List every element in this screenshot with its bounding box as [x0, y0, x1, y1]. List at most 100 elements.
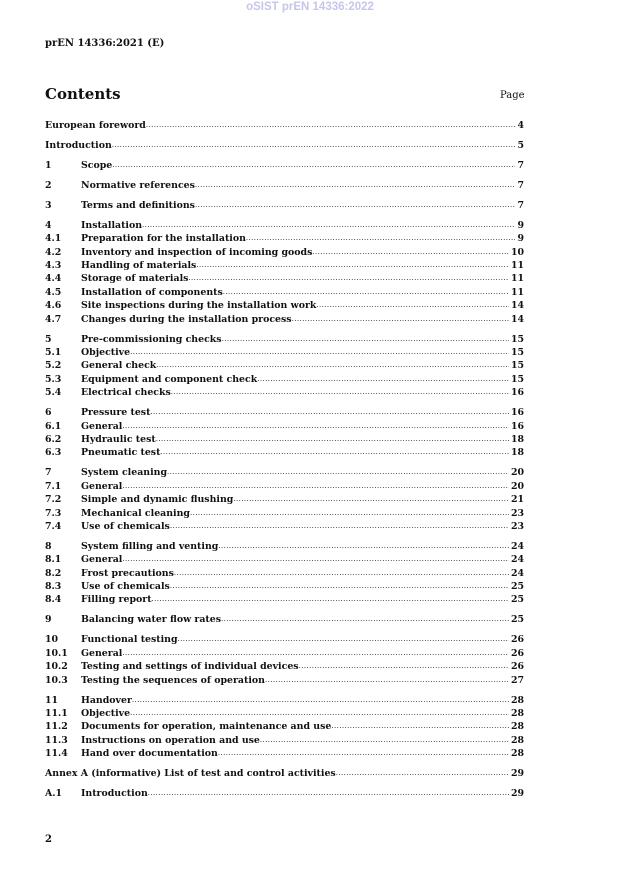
- toc-entry[interactable]: 8.1 General 24: [45, 553, 524, 566]
- toc-entry[interactable]: 4.2 Inventory and inspection of incoming …: [45, 246, 524, 259]
- toc-entry[interactable]: 11 Handover 28: [45, 694, 524, 707]
- toc-entry-title: Objective: [81, 347, 131, 359]
- toc-entry-title: Scope: [81, 159, 113, 171]
- toc-entry-title: Filling report: [81, 594, 152, 606]
- toc-entry-number: 11.1: [45, 707, 68, 719]
- toc-entry-page: 28: [510, 721, 524, 733]
- toc-entry-page: 24: [510, 567, 524, 579]
- toc-entry[interactable]: 7.2 Simple and dynamic flushing 21: [45, 493, 524, 506]
- toc-entry-page: 16: [510, 387, 524, 399]
- toc-entry[interactable]: 11.3 Instructions on operation and use 28: [45, 734, 524, 747]
- toc-entry[interactable]: 11.4 Hand over documentation 28: [45, 747, 524, 760]
- toc-entry-title: Instructions on operation and use: [81, 734, 260, 746]
- toc-entry-title: Installation of components: [81, 286, 223, 298]
- toc-entry[interactable]: 11.1 Objective 28: [45, 707, 524, 720]
- toc-entry-title: Mechanical cleaning: [81, 507, 190, 519]
- toc-entry-page: 23: [510, 507, 524, 519]
- toc-entry-page: 7: [517, 179, 524, 191]
- toc-entry-title: General: [81, 480, 123, 492]
- toc-entry-number: 8.3: [45, 581, 62, 593]
- toc-entry[interactable]: 5.4 Electrical checks 16: [45, 386, 524, 399]
- toc-entry-number: 11.2: [45, 721, 68, 733]
- dot-leader: [122, 553, 509, 566]
- toc-entry-page: 26: [510, 661, 524, 673]
- toc-entry[interactable]: 4.4 Storage of materials 11: [45, 272, 524, 285]
- toc-entry-page: 28: [510, 707, 524, 719]
- toc-entry[interactable]: 7.1 General 20: [45, 480, 524, 493]
- toc-entry[interactable]: 6.1 General 16: [45, 420, 524, 433]
- toc-entry-page: 15: [510, 333, 524, 345]
- toc-entry-page: 20: [510, 467, 524, 479]
- toc-group: 7 System cleaning 20 7.1 General 20 7.2 Simple …: [45, 466, 524, 533]
- toc-entry[interactable]: 11.2 Documents for operation, maintenance…: [45, 720, 524, 733]
- toc-entry-page: 7: [517, 159, 524, 171]
- toc-entry[interactable]: 10 Functional testing 26: [45, 633, 524, 646]
- toc-entry[interactable]: Introduction 5: [45, 139, 524, 152]
- toc-entry[interactable]: 5.1 Objective 15: [45, 346, 524, 359]
- toc-entry[interactable]: 10.1 General 26: [45, 647, 524, 660]
- toc-entry-title: Electrical checks: [81, 387, 171, 399]
- dot-leader: [221, 613, 509, 626]
- toc-entry[interactable]: 4.5 Installation of components 11: [45, 286, 524, 299]
- toc-entry[interactable]: 4.6 Site inspections during the installat…: [45, 299, 524, 312]
- toc-entry-title: Simple and dynamic flushing: [81, 494, 234, 506]
- toc-entry[interactable]: 4.7 Changes during the installation proce…: [45, 313, 524, 326]
- toc-entry[interactable]: 7.4 Use of chemicals 23: [45, 520, 524, 533]
- toc-entry-title: Handling of materials: [81, 260, 197, 272]
- dot-leader: [152, 593, 509, 606]
- toc-entry[interactable]: 9 Balancing water flow rates 25: [45, 613, 524, 626]
- page-number: 2: [45, 834, 52, 845]
- toc-entry-page: 9: [517, 233, 524, 245]
- toc-entry[interactable]: 1 Scope 7: [45, 159, 524, 172]
- toc-entry-page: 10: [510, 246, 524, 258]
- toc-entry[interactable]: 4.1 Preparation for the installation 9: [45, 232, 524, 245]
- toc-entry-page: 7: [517, 199, 524, 211]
- toc-entry-page: 29: [510, 788, 524, 800]
- toc-entry-number: 10: [45, 634, 59, 646]
- toc-entry[interactable]: 10.3 Testing the sequences of operation 2…: [45, 674, 524, 687]
- toc-entry-page: 21: [510, 494, 524, 506]
- toc-entry[interactable]: 8.3 Use of chemicals 25: [45, 580, 524, 593]
- toc-entry[interactable]: 6.3 Pneumatic test 18: [45, 446, 524, 459]
- toc-entry[interactable]: 5.3 Equipment and component check 15: [45, 373, 524, 386]
- toc-entry[interactable]: 4.3 Handling of materials 11: [45, 259, 524, 272]
- toc-entry-page: 25: [510, 594, 524, 606]
- toc-entry[interactable]: European foreword 4: [45, 119, 524, 132]
- toc-entry-number: 4: [45, 219, 52, 231]
- toc-entry[interactable]: 8.4 Filling report 25: [45, 593, 524, 606]
- dot-leader: [265, 674, 509, 687]
- toc-entry[interactable]: A.1 Introduction 29: [45, 787, 524, 800]
- toc-entry[interactable]: Annex A (informative) List of test and c…: [45, 767, 524, 780]
- toc-entry-page: 11: [510, 273, 524, 285]
- toc-entry[interactable]: 7 System cleaning 20: [45, 466, 524, 479]
- toc-entry[interactable]: 6.2 Hydraulic test 18: [45, 433, 524, 446]
- toc-entry[interactable]: 5 Pre-commissioning checks 15: [45, 333, 524, 346]
- dot-leader: [174, 567, 509, 580]
- page-column-label: Page: [500, 90, 525, 101]
- toc-group: 11 Handover 28 11.1 Objective 28 11.2 Documen…: [45, 694, 524, 761]
- toc-entry[interactable]: 7.3 Mechanical cleaning 23: [45, 507, 524, 520]
- toc-entry-title: Terms and definitions: [81, 199, 195, 211]
- toc-entry[interactable]: 8.2 Frost precautions 24: [45, 567, 524, 580]
- toc-entry-title: General: [81, 420, 123, 432]
- toc-entry-title: Pressure test: [81, 407, 151, 419]
- toc-entry[interactable]: 10.2 Testing and settings of individual d…: [45, 660, 524, 673]
- toc-entry-number: 10.2: [45, 661, 68, 673]
- toc-entry-page: 15: [510, 360, 524, 372]
- toc-entry-page: 16: [510, 407, 524, 419]
- toc-entry[interactable]: 5.2 General check 15: [45, 359, 524, 372]
- toc-entry[interactable]: 2 Normative references 7: [45, 179, 524, 192]
- page-title: Contents: [45, 85, 121, 103]
- toc-entry-number: 4.2: [45, 246, 62, 258]
- toc-entry[interactable]: 8 System filling and venting 24: [45, 540, 524, 553]
- toc-entry-title: Handover: [81, 694, 132, 706]
- toc-entry-title: Objective: [81, 707, 131, 719]
- toc-entry[interactable]: 4 Installation 9: [45, 219, 524, 232]
- toc-entry-number: 5.1: [45, 347, 62, 359]
- toc-group: 3 Terms and definitions 7: [45, 199, 524, 212]
- toc-entry-number: 6.2: [45, 433, 62, 445]
- toc-entry[interactable]: 3 Terms and definitions 7: [45, 199, 524, 212]
- toc-entry[interactable]: 6 Pressure test 16: [45, 406, 524, 419]
- toc-entry-number: 4.7: [45, 313, 62, 325]
